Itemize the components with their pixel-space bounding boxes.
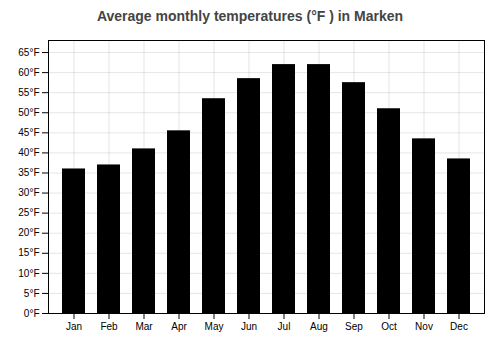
svg-text:Aug: Aug: [310, 321, 328, 332]
svg-text:60°F: 60°F: [18, 67, 39, 78]
svg-text:10°F: 10°F: [18, 268, 39, 279]
svg-text:45°F: 45°F: [18, 127, 39, 138]
svg-text:20°F: 20°F: [18, 227, 39, 238]
svg-text:65°F: 65°F: [18, 47, 39, 58]
svg-text:35°F: 35°F: [18, 167, 39, 178]
html-text:Average monthly temperatures (: Average monthly temperatures (°F ) in Ma…: [96, 8, 404, 24]
svg-text:Jan: Jan: [66, 321, 82, 332]
svg-text:Mar: Mar: [135, 321, 153, 332]
svg-text:Feb: Feb: [100, 321, 118, 332]
svg-text:40°F: 40°F: [18, 147, 39, 158]
svg-text:Sep: Sep: [345, 321, 363, 332]
svg-text:55°F: 55°F: [18, 87, 39, 98]
svg-text:25°F: 25°F: [18, 207, 39, 218]
svg-text:Nov: Nov: [415, 321, 433, 332]
svg-text:50°F: 50°F: [18, 107, 39, 118]
svg-text:Dec: Dec: [450, 321, 468, 332]
svg-text:0°F: 0°F: [24, 308, 40, 319]
svg-text:5°F: 5°F: [24, 288, 40, 299]
svg-text:Apr: Apr: [171, 321, 187, 332]
svg-text:15°F: 15°F: [18, 247, 39, 258]
svg-text:Oct: Oct: [381, 321, 397, 332]
svg-text:Jul: Jul: [278, 321, 291, 332]
svg-text:30°F: 30°F: [18, 187, 39, 198]
svg-text:May: May: [205, 321, 224, 332]
svg-text:Jun: Jun: [241, 321, 257, 332]
